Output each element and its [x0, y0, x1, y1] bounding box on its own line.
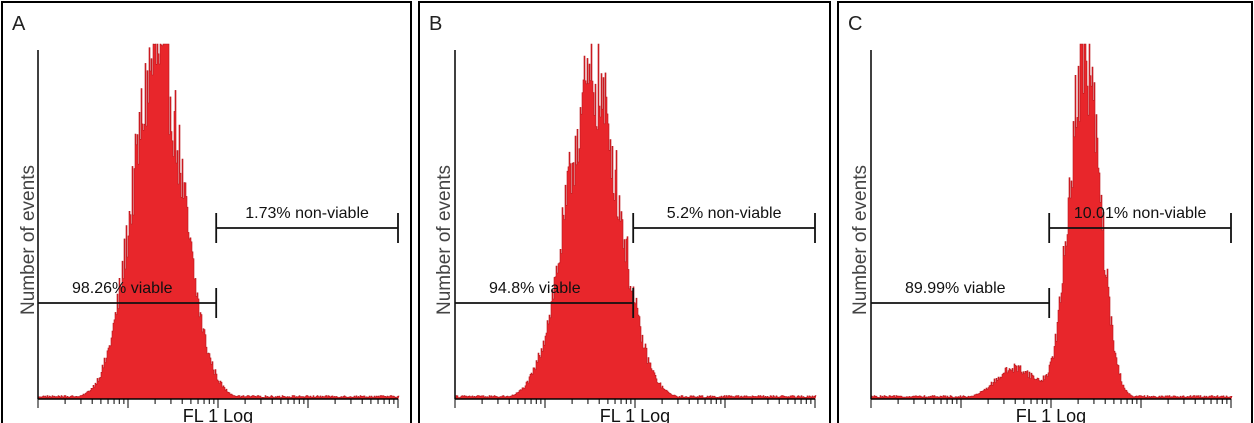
gate-viable: 94.8% viable: [455, 280, 635, 318]
gate-viable: 89.99% viable: [871, 280, 1051, 318]
gate-viable-label: 98.26% viable: [72, 280, 173, 297]
x-axis-label: FL 1 Log: [600, 406, 670, 423]
x-axis-label: FL 1 Log: [183, 406, 253, 423]
histogram-panel-a: A Number of events FL 1 Log 98.26% viable 1.…: [1, 1, 412, 423]
gate-viable: 98.26% viable: [38, 280, 218, 318]
gate-viable-label: 94.8% viable: [489, 280, 581, 297]
histogram-panel-c: C Number of events FL 1 Log 89.99% viable 10…: [837, 1, 1253, 423]
gate-non-viable: 10.01% non-viable: [1048, 205, 1232, 243]
panel-label: C: [848, 13, 862, 35]
panel-frame: [837, 1, 1253, 423]
histogram-area: [870, 43, 1233, 400]
gate-viable-label: 89.99% viable: [905, 280, 1006, 297]
histogram-panel-b: B Number of events FL 1 Log 94.8% viable 5.2…: [418, 1, 831, 423]
gate-non-viable: 5.2% non-viable: [632, 205, 816, 243]
y-axis-label: Number of events: [850, 165, 871, 315]
gate-non-viable-label: 10.01% non-viable: [1074, 205, 1207, 222]
histogram-area: [37, 43, 400, 400]
panel-frame: [1, 1, 412, 423]
gate-non-viable-label: 5.2% non-viable: [667, 205, 782, 222]
gate-non-viable-label: 1.73% non-viable: [245, 205, 369, 222]
histogram-area: [454, 43, 817, 400]
panel-label: B: [429, 13, 442, 35]
x-axis-label: FL 1 Log: [1016, 406, 1086, 423]
y-axis-label: Number of events: [18, 165, 39, 315]
panel-frame: [418, 1, 831, 423]
panel-label: A: [12, 13, 26, 35]
gate-non-viable: 1.73% non-viable: [215, 205, 399, 243]
y-axis-label: Number of events: [434, 165, 455, 315]
